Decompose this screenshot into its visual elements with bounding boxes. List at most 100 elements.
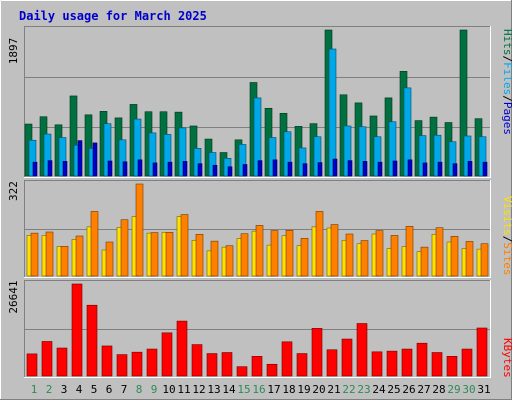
x-tick-label: 25: [387, 383, 400, 396]
bar-pages-day-4: [77, 140, 83, 177]
bar-pages-day-8: [137, 159, 143, 177]
bar-pages-day-26: [407, 159, 413, 177]
bar-files-day-21: [328, 48, 337, 177]
x-tick-label: 30: [462, 383, 475, 396]
bar-pages-day-29: [452, 163, 458, 177]
bar-files-day-15: [238, 144, 247, 177]
bar-kbytes-day-30: [461, 348, 473, 377]
bar-sites-day-27: [420, 246, 429, 277]
bar-pages-day-13: [212, 164, 218, 177]
x-tick-label: 15: [237, 383, 250, 396]
bar-sites-day-13: [210, 240, 219, 277]
legend-visits-sites: Visits/Sites: [501, 196, 512, 276]
x-tick-label: 7: [121, 383, 128, 396]
bar-pages-day-31: [482, 161, 488, 177]
x-tick-label: 8: [136, 383, 143, 396]
x-tick-label: 28: [432, 383, 445, 396]
bar-files-day-7: [118, 139, 127, 177]
panel-kbytes-frame: [24, 280, 491, 378]
x-tick-label: 29: [447, 383, 460, 396]
bar-sites-day-15: [240, 233, 249, 277]
legend-pages: Pages: [501, 102, 512, 135]
bar-files-day-13: [208, 152, 217, 177]
x-tick-label: 26: [402, 383, 415, 396]
bar-pages-day-7: [122, 161, 128, 177]
bar-kbytes-day-25: [386, 350, 398, 377]
bar-sites-day-30: [465, 241, 474, 277]
bar-kbytes-day-6: [101, 345, 113, 377]
bar-pages-day-1: [32, 161, 38, 177]
x-tick-label: 6: [106, 383, 113, 396]
x-tick-label: 17: [267, 383, 280, 396]
x-tick-label: 14: [222, 383, 236, 396]
bar-pages-day-18: [287, 161, 293, 177]
legend-files: Files: [501, 62, 512, 95]
bar-sites-day-11: [180, 214, 189, 277]
x-tick-label: 3: [61, 383, 68, 396]
bar-files-day-19: [298, 147, 307, 177]
legend-kbytes: KBytes: [501, 338, 512, 378]
bar-sites-day-25: [390, 235, 399, 277]
bar-files-day-1: [28, 139, 37, 177]
bar-pages-day-5: [92, 142, 98, 177]
bar-sites-day-1: [30, 232, 39, 277]
bar-sites-day-29: [450, 235, 459, 277]
bar-hits-day-4: [69, 95, 78, 177]
bar-sites-day-16: [255, 225, 264, 277]
x-tick-label: 31: [477, 383, 490, 396]
legend-visits: Visits: [501, 196, 512, 236]
bar-files-day-3: [58, 137, 67, 177]
bar-sites-day-23: [360, 240, 369, 277]
bar-files-day-2: [43, 133, 52, 177]
bar-kbytes-day-9: [146, 348, 158, 377]
x-tick-label: 18: [282, 383, 295, 396]
bar-sites-day-4: [75, 235, 84, 277]
bars-visits-sites: [26, 183, 489, 277]
bar-kbytes-day-11: [176, 320, 188, 377]
bar-kbytes-day-26: [401, 348, 413, 377]
ymax-label-visits: 322: [7, 181, 20, 201]
bar-sites-day-26: [405, 225, 414, 277]
x-tick-label: 5: [91, 383, 98, 396]
bar-sites-day-3: [60, 245, 69, 277]
bar-kbytes-day-10: [161, 332, 173, 377]
bar-pages-day-21: [332, 158, 338, 177]
bar-files-day-26: [403, 87, 412, 177]
bar-files-day-8: [133, 118, 142, 177]
x-tick-label: 27: [417, 383, 430, 396]
bar-kbytes-day-18: [281, 341, 293, 377]
bar-sites-day-5: [90, 211, 99, 277]
chart-title: Daily usage for March 2025: [19, 9, 207, 23]
bar-kbytes-day-17: [266, 363, 278, 377]
x-tick-label: 11: [177, 383, 190, 396]
x-tick-label: 22: [342, 383, 355, 396]
bar-files-day-10: [163, 134, 172, 177]
bar-sites-day-14: [225, 245, 234, 277]
x-tick-label: 10: [162, 383, 175, 396]
bar-files-day-25: [388, 121, 397, 177]
bar-pages-day-6: [107, 160, 113, 177]
bar-pages-day-25: [392, 160, 398, 177]
bar-pages-day-9: [152, 162, 158, 177]
bar-kbytes-day-7: [116, 354, 128, 377]
legend-kbytes-label: KBytes: [501, 338, 512, 378]
bar-pages-day-20: [317, 162, 323, 177]
bar-files-day-23: [358, 126, 367, 177]
bar-files-day-30: [463, 135, 472, 177]
x-tick-label: 2: [46, 383, 53, 396]
bar-kbytes-day-27: [416, 342, 428, 377]
bar-sites-day-20: [315, 211, 324, 277]
x-tick-label: 16: [252, 383, 265, 396]
bar-kbytes-day-3: [56, 347, 68, 377]
bar-sites-day-28: [435, 227, 444, 277]
bar-pages-day-22: [347, 160, 353, 177]
bar-files-day-11: [178, 127, 187, 177]
x-tick-label: 19: [297, 383, 310, 396]
bars-hits-files-pages: [24, 29, 488, 177]
x-tick-label: 23: [357, 383, 370, 396]
bar-pages-day-17: [272, 159, 278, 177]
bar-pages-day-30: [467, 161, 473, 177]
bar-kbytes-day-13: [206, 353, 218, 377]
bar-sites-day-2: [45, 231, 54, 277]
